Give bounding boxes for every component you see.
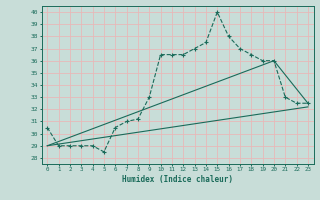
X-axis label: Humidex (Indice chaleur): Humidex (Indice chaleur) — [122, 175, 233, 184]
